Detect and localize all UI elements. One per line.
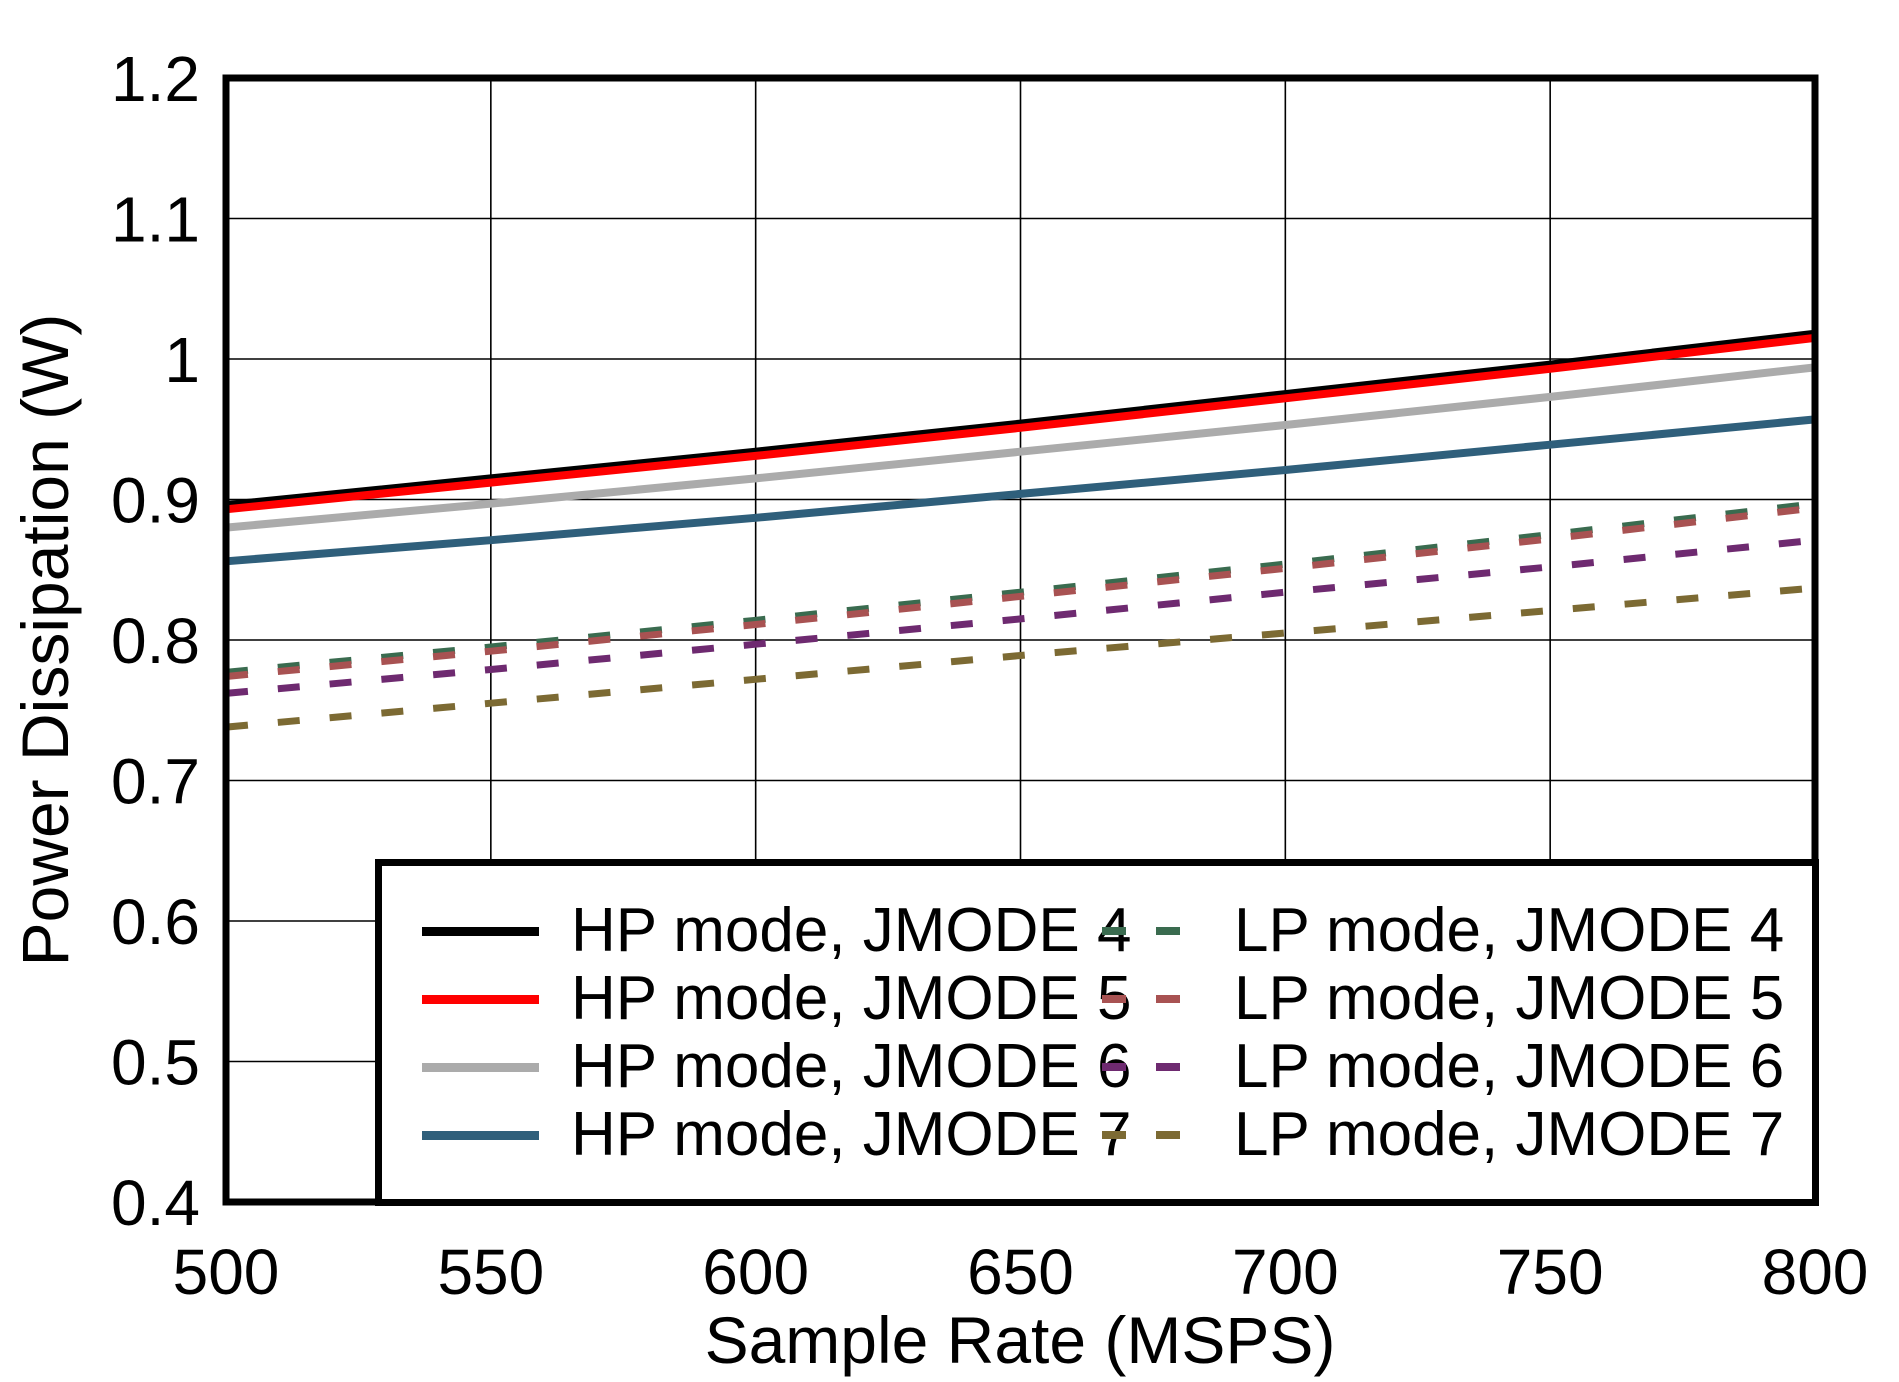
y-tick-label: 0.7 [111, 746, 200, 818]
legend-label: LP mode, JMODE 5 [1234, 964, 1785, 1033]
y-axis-title: Power Dissipation (W) [8, 313, 82, 967]
legend-label: HP mode, JMODE 7 [571, 1100, 1132, 1169]
series-line-lp-mode-jmode-7 [225, 584, 1816, 731]
legend-label: LP mode, JMODE 7 [1234, 1100, 1785, 1169]
series-line-hp-mode-jmode-5 [225, 333, 1816, 514]
legend-swatch-dashed-line [1102, 927, 1202, 935]
series-line-hp-mode-jmode-4 [225, 329, 1816, 510]
y-tick-label: 1 [164, 324, 200, 396]
legend-swatch-solid-line [422, 1062, 539, 1072]
legend-label: HP mode, JMODE 5 [571, 964, 1132, 1033]
legend-item: HP mode, JMODE 5 [422, 965, 1131, 1033]
legend-item: LP mode, JMODE 6 [1102, 1033, 1792, 1101]
legend-item: LP mode, JMODE 4 [1102, 897, 1792, 965]
y-tick-label: 0.5 [111, 1027, 200, 1099]
x-tick-label: 500 [173, 1236, 280, 1308]
legend-swatch-solid-line [422, 926, 539, 936]
legend-label: HP mode, JMODE 6 [571, 1032, 1132, 1101]
y-tick-label: 0.9 [111, 465, 200, 537]
legend: HP mode, JMODE 4 HP mode, JMODE 5 HP mod… [375, 859, 1819, 1206]
x-tick-label: 700 [1232, 1236, 1339, 1308]
y-tick-label: 0.8 [111, 605, 200, 677]
x-tick-label: 750 [1497, 1236, 1604, 1308]
y-tick-label: 0.6 [111, 886, 200, 958]
series-line-lp-mode-jmode-5 [225, 504, 1816, 680]
series-line-lp-mode-jmode-6 [225, 536, 1816, 697]
legend-label: LP mode, JMODE 6 [1234, 1032, 1785, 1101]
y-tick-label: 0.4 [111, 1167, 200, 1239]
series-line-lp-mode-jmode-4 [225, 500, 1816, 676]
legend-item: HP mode, JMODE 4 [422, 897, 1131, 965]
x-tick-label: 600 [702, 1236, 809, 1308]
legend-swatch-dashed-line [1102, 1063, 1202, 1071]
x-tick-label: 550 [437, 1236, 544, 1308]
series-line-hp-mode-jmode-7 [225, 415, 1816, 566]
y-tick-label: 1.1 [111, 184, 200, 256]
legend-item: LP mode, JMODE 7 [1102, 1101, 1792, 1169]
legend-swatch-solid-line [422, 994, 539, 1004]
x-tick-label: 800 [1762, 1236, 1869, 1308]
legend-item: LP mode, JMODE 5 [1102, 965, 1792, 1033]
legend-swatch-dashed-line [1102, 1131, 1202, 1139]
y-tick-label: 1.2 [111, 43, 200, 115]
series-line-hp-mode-jmode-6 [225, 363, 1816, 532]
legend-swatch-dashed-line [1102, 995, 1202, 1003]
legend-label: HP mode, JMODE 4 [571, 896, 1132, 965]
legend-item: HP mode, JMODE 6 [422, 1033, 1131, 1101]
legend-swatch-solid-line [422, 1130, 539, 1140]
x-tick-label: 650 [967, 1236, 1074, 1308]
x-axis-title: Sample Rate (MSPS) [704, 1303, 1336, 1377]
legend-item: HP mode, JMODE 7 [422, 1101, 1131, 1169]
legend-label: LP mode, JMODE 4 [1234, 896, 1785, 965]
